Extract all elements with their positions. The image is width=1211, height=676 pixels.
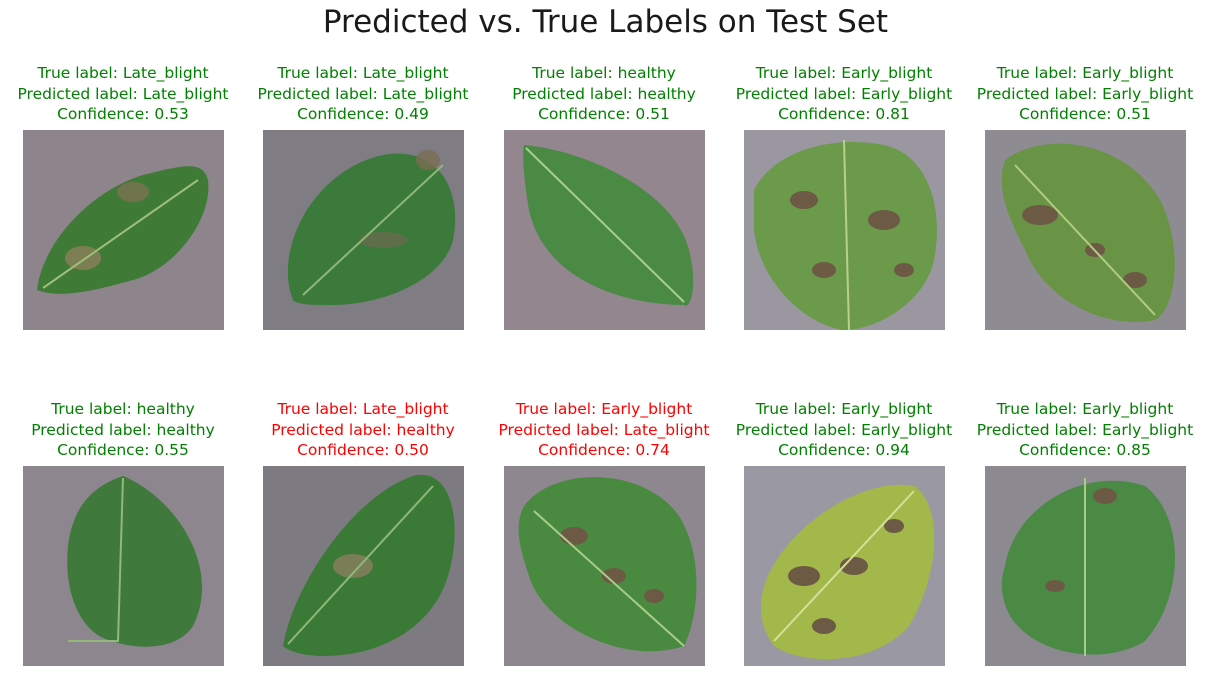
predicted-label: Predicted label: Early_blight xyxy=(735,84,953,103)
predicted-label: Predicted label: Early_blight xyxy=(976,84,1194,103)
panel-caption: True label: Early_blight Predicted label… xyxy=(724,63,964,125)
true-label: True label: Early_blight xyxy=(996,400,1174,418)
confidence-label: Confidence: 0.51 xyxy=(1019,105,1151,123)
panel-9: True label: Early_blight Predicted label… xyxy=(724,399,964,666)
confidence-label: Confidence: 0.49 xyxy=(297,105,429,123)
panel-caption: True label: healthy Predicted label: hea… xyxy=(484,63,724,125)
panel-caption: True label: Late_blight Predicted label:… xyxy=(243,63,483,125)
figure-title: Predicted vs. True Labels on Test Set xyxy=(322,4,889,40)
leaf-image xyxy=(744,466,945,666)
panel-1: True label: Late_blight Predicted label:… xyxy=(3,63,243,330)
true-label: True label: healthy xyxy=(532,64,676,82)
leaf-image xyxy=(985,466,1186,666)
predicted-label: Predicted label: healthy xyxy=(512,84,696,103)
leaf-image xyxy=(504,466,705,666)
predicted-label: Predicted label: healthy xyxy=(31,420,215,439)
panel-10: True label: Early_blight Predicted label… xyxy=(965,399,1205,666)
confidence-label: Confidence: 0.50 xyxy=(297,441,429,459)
panel-caption: True label: Early_blight Predicted label… xyxy=(484,399,724,461)
confidence-label: Confidence: 0.55 xyxy=(57,441,189,459)
true-label: True label: Late_blight xyxy=(37,64,209,82)
predicted-label: Predicted label: Early_blight xyxy=(735,420,953,439)
panel-2: True label: Late_blight Predicted label:… xyxy=(243,63,483,330)
confidence-label: Confidence: 0.51 xyxy=(538,105,670,123)
leaf-image xyxy=(504,130,705,330)
panel-caption: True label: Early_blight Predicted label… xyxy=(965,399,1205,461)
confidence-label: Confidence: 0.94 xyxy=(778,441,910,459)
predicted-label: Predicted label: Late_blight xyxy=(17,84,229,103)
panel-caption: True label: Late_blight Predicted label:… xyxy=(243,399,483,461)
confidence-label: Confidence: 0.81 xyxy=(778,105,910,123)
predicted-label: Predicted label: Early_blight xyxy=(976,420,1194,439)
leaf-image xyxy=(263,466,464,666)
true-label: True label: Early_blight xyxy=(515,400,693,418)
true-label: True label: Early_blight xyxy=(996,64,1174,82)
panel-8: True label: Early_blight Predicted label… xyxy=(484,399,724,666)
true-label: True label: healthy xyxy=(51,400,195,418)
confidence-label: Confidence: 0.53 xyxy=(57,105,189,123)
panel-7: True label: Late_blight Predicted label:… xyxy=(243,399,483,666)
leaf-image xyxy=(263,130,464,330)
panel-caption: True label: Early_blight Predicted label… xyxy=(965,63,1205,125)
true-label: True label: Late_blight xyxy=(277,400,449,418)
panel-6: True label: healthy Predicted label: hea… xyxy=(3,399,243,666)
panel-caption: True label: Early_blight Predicted label… xyxy=(724,399,964,461)
predicted-label: Predicted label: Late_blight xyxy=(257,84,469,103)
panel-5: True label: Early_blight Predicted label… xyxy=(965,63,1205,330)
true-label: True label: Early_blight xyxy=(755,400,933,418)
confidence-label: Confidence: 0.85 xyxy=(1019,441,1151,459)
leaf-image xyxy=(985,130,1186,330)
leaf-image xyxy=(23,466,224,666)
panel-4: True label: Early_blight Predicted label… xyxy=(724,63,964,330)
panel-caption: True label: Late_blight Predicted label:… xyxy=(3,63,243,125)
confidence-label: Confidence: 0.74 xyxy=(538,441,670,459)
leaf-image xyxy=(23,130,224,330)
predicted-label: Predicted label: Late_blight xyxy=(498,420,710,439)
true-label: True label: Early_blight xyxy=(755,64,933,82)
panel-3: True label: healthy Predicted label: hea… xyxy=(484,63,724,330)
leaf-image xyxy=(744,130,945,330)
panel-caption: True label: healthy Predicted label: hea… xyxy=(3,399,243,461)
true-label: True label: Late_blight xyxy=(277,64,449,82)
predicted-label: Predicted label: healthy xyxy=(271,420,455,439)
